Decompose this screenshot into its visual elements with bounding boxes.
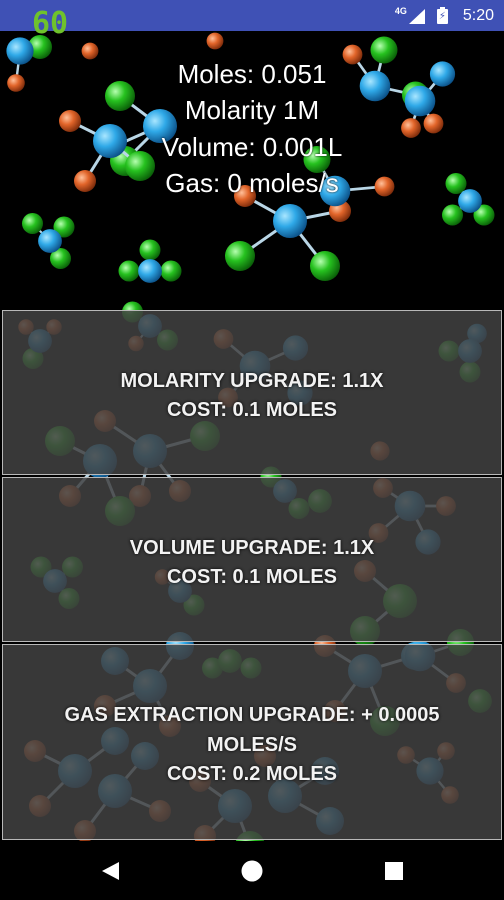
game-area[interactable]: Moles: 0.051 Molarity 1M Volume: 0.001L … xyxy=(0,31,504,841)
navigation-bar xyxy=(0,841,504,900)
gas-rate-readout: Gas: 0 moles/s xyxy=(165,168,339,198)
molarity-upgrade-button[interactable]: MOLARITY UPGRADE: 1.1X COST: 0.1 MOLES xyxy=(2,310,502,475)
back-triangle-icon xyxy=(102,861,119,880)
molecule xyxy=(81,42,99,60)
recents-button[interactable] xyxy=(364,841,424,900)
volume-upgrade-button[interactable]: VOLUME UPGRADE: 1.1X COST: 0.1 MOLES xyxy=(2,477,502,642)
volume-upgrade-title: VOLUME UPGRADE: 1.1X xyxy=(129,537,375,559)
molecule xyxy=(6,35,52,92)
back-button[interactable] xyxy=(80,841,140,900)
molecule xyxy=(206,32,224,50)
moles-readout: Moles: 0.051 xyxy=(177,59,327,89)
cell-signal-icon: 4G xyxy=(394,5,425,24)
recents-square-icon xyxy=(385,861,403,880)
molecule xyxy=(303,146,395,207)
home-button[interactable] xyxy=(222,841,282,900)
molecule xyxy=(22,213,75,269)
status-icons: 4G ⚡ 5:20 xyxy=(395,0,494,31)
volume-readout: Volume: 0.001L xyxy=(161,132,343,162)
battery-charging-icon: ⚡ xyxy=(433,6,455,24)
volume-upgrade-cost: COST: 0.1 MOLES xyxy=(166,566,338,588)
molecule xyxy=(225,185,351,281)
status-bar: 4G ⚡ 5:20 xyxy=(0,0,504,31)
network-type-label: 4G xyxy=(394,5,407,16)
molarity-upgrade-title: MOLARITY UPGRADE: 1.1X xyxy=(120,370,384,392)
gas-extraction-upgrade-button[interactable]: GAS EXTRACTION UPGRADE: + 0.0005 MOLES/S… xyxy=(2,644,502,840)
molecule xyxy=(442,173,495,226)
molecule xyxy=(401,61,456,138)
stats-panel: Moles: 0.051 Molarity 1M Volume: 0.001L … xyxy=(0,31,504,311)
gas-upgrade-title-line2: MOLES/S xyxy=(206,734,297,756)
molecule xyxy=(59,110,155,192)
gas-upgrade-title: GAS EXTRACTION UPGRADE: + 0.0005 xyxy=(64,704,440,726)
molecule xyxy=(118,239,182,283)
molarity-upgrade-cost: COST: 0.1 MOLES xyxy=(166,399,338,421)
gas-upgrade-cost: COST: 0.2 MOLES xyxy=(166,763,338,785)
fps-counter: 60 xyxy=(32,6,69,41)
molarity-readout: Molarity 1M xyxy=(184,95,320,125)
home-circle-icon xyxy=(241,860,263,881)
status-clock: 5:20 xyxy=(462,6,494,24)
